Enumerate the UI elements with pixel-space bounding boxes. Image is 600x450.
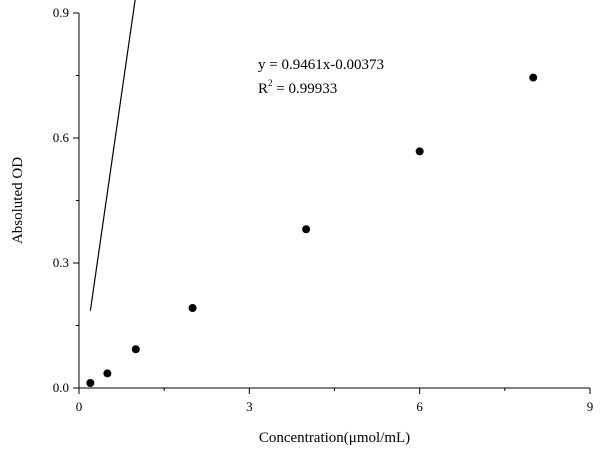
data-point — [188, 304, 197, 312]
data-point — [86, 379, 95, 387]
r-squared-annotation: R2 = 0.99933 — [258, 78, 337, 97]
regression-equation: y = 0.9461x-0.00373 — [258, 57, 384, 73]
data-point — [131, 345, 140, 354]
r2-value: = 0.99933 — [273, 81, 338, 97]
x-axis-title: Concentration(μmol/mL) — [259, 430, 410, 446]
y-tick-label: 0.9 — [53, 5, 69, 20]
r2-superscript: 2 — [268, 78, 273, 88]
x-ticks: 0 3 6 9 — [76, 388, 594, 414]
y-tick-label: 0.3 — [53, 255, 69, 270]
data-point — [302, 225, 311, 234]
x-tick-label: 3 — [246, 399, 253, 414]
data-points — [86, 73, 538, 387]
fit-line-group — [89, 0, 136, 311]
x-tick-label: 9 — [587, 399, 594, 414]
y-axis-title: Absoluted OD — [10, 157, 26, 244]
x-tick-label: 6 — [416, 399, 423, 414]
data-point — [103, 369, 112, 378]
x-tick-label: 0 — [76, 399, 83, 414]
data-point — [529, 73, 538, 82]
fit-line — [89, 0, 136, 311]
y-tick-label: 0.6 — [53, 130, 70, 145]
y-ticks: 0.0 0.3 0.6 0.9 — [53, 5, 79, 395]
data-point — [415, 147, 424, 156]
r2-prefix: R — [258, 81, 268, 97]
y-tick-label: 0.0 — [53, 380, 69, 395]
